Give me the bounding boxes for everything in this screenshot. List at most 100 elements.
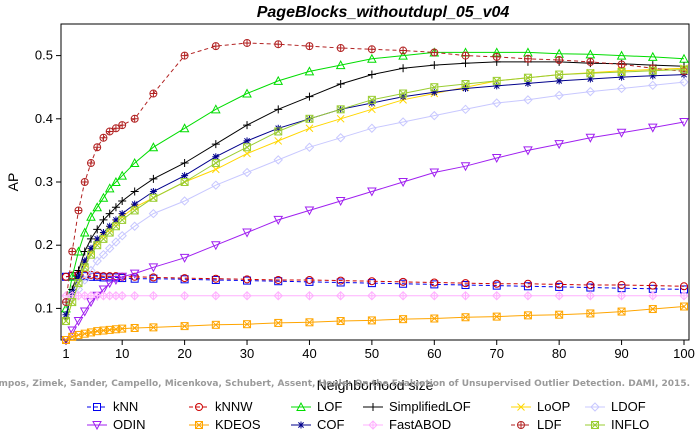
- point-lof: [398, 50, 408, 60]
- point-inflo: [523, 73, 532, 82]
- point-lof: [679, 53, 689, 63]
- series-layer: [61, 38, 689, 346]
- point-kdeos: [523, 311, 532, 320]
- point-ldf: [74, 206, 83, 215]
- legend-label-fastabod: FastABOD: [389, 417, 451, 432]
- point-ldof: [398, 117, 408, 127]
- point-inflo: [461, 80, 470, 89]
- point-lof: [86, 211, 96, 221]
- y-tick-label: 0.4: [35, 111, 53, 126]
- point-lof: [179, 123, 190, 133]
- x-tick-label: 50: [365, 346, 379, 361]
- point-cof: [74, 273, 82, 281]
- point-lof: [335, 60, 346, 70]
- point-ldof: [104, 243, 115, 254]
- point-ldof: [304, 142, 315, 152]
- legend-marker: [195, 403, 203, 411]
- point-ldf: [492, 52, 501, 61]
- point-simplifiedlof: [274, 105, 283, 114]
- point-cof: [618, 73, 626, 81]
- point-fastabod: [148, 291, 159, 301]
- point-cof: [524, 79, 532, 87]
- point-cof: [462, 84, 470, 92]
- point-knn: [555, 282, 564, 291]
- point-ldf: [367, 45, 376, 54]
- point-loop: [336, 114, 345, 123]
- legend-label-ldf: LDF: [537, 417, 562, 432]
- point-cof: [93, 235, 101, 243]
- point-inflo: [68, 298, 77, 307]
- point-inflo: [149, 193, 158, 202]
- point-loop: [368, 105, 376, 114]
- point-fastabod: [398, 291, 408, 301]
- point-inflo: [492, 76, 501, 85]
- point-knn: [523, 282, 532, 291]
- point-lof: [73, 246, 84, 256]
- point-ldf: [461, 51, 470, 60]
- legend-label-loop: LoOP: [537, 399, 570, 414]
- point-kdeos: [430, 314, 439, 323]
- point-loop: [274, 137, 283, 145]
- point-cof: [555, 77, 563, 85]
- point-ldf: [180, 51, 189, 60]
- point-fastabod: [648, 291, 658, 301]
- point-simplifiedlof: [211, 140, 220, 149]
- legend-label-ldof: LDOF: [611, 399, 646, 414]
- point-odin: [98, 285, 109, 295]
- point-odin: [304, 206, 315, 216]
- legend-item-ldf: LDF: [511, 417, 562, 432]
- point-ldof: [242, 167, 252, 178]
- point-odin: [179, 253, 190, 263]
- legend-label-odin: ODIN: [113, 417, 146, 432]
- point-lof: [148, 142, 159, 152]
- point-cof: [430, 88, 438, 96]
- point-simplifiedlof: [367, 70, 376, 79]
- point-odin: [210, 241, 221, 251]
- point-fastabod: [179, 291, 190, 301]
- point-odin: [148, 263, 159, 273]
- point-ldf: [555, 56, 564, 65]
- point-ldof: [117, 231, 127, 241]
- point-lof: [129, 157, 140, 168]
- point-fastabod: [129, 291, 140, 301]
- point-simplifiedlof: [105, 209, 114, 218]
- point-lof: [210, 104, 221, 114]
- point-knnw: [430, 278, 439, 287]
- point-fastabod: [335, 291, 346, 301]
- point-lof: [79, 227, 90, 237]
- point-ldof: [273, 155, 283, 165]
- x-tick-label: 20: [177, 346, 191, 361]
- legend-item-kdeos: KDEOS: [189, 417, 261, 432]
- point-kdeos: [180, 322, 189, 331]
- point-simplifiedlof: [336, 80, 345, 89]
- legend-item-lof: LOF: [291, 399, 342, 414]
- point-inflo: [274, 127, 283, 136]
- point-knnw: [586, 281, 595, 290]
- point-ldof: [335, 133, 346, 143]
- point-ldf: [274, 40, 283, 49]
- point-simplifiedlof: [305, 92, 314, 101]
- legend-label-cof: COF: [317, 417, 345, 432]
- x-axis-label: Neighborhood size: [317, 377, 434, 393]
- point-simplifiedlof: [99, 215, 108, 224]
- point-cof: [181, 172, 189, 180]
- legend-label-inflo: INFLO: [611, 417, 649, 432]
- point-kdeos: [149, 323, 158, 332]
- point-kdeos: [648, 305, 657, 314]
- point-inflo: [86, 250, 95, 259]
- legend-label-knnw: kNNW: [215, 399, 253, 414]
- legend-label-kdeos: KDEOS: [215, 417, 261, 432]
- point-ldf: [99, 133, 108, 142]
- point-cof: [243, 137, 251, 145]
- legend-item-fastabod: FastABOD: [363, 417, 451, 432]
- point-kdeos: [367, 316, 376, 325]
- point-knnw: [149, 273, 158, 282]
- point-simplifiedlof: [430, 61, 439, 70]
- point-kdeos: [243, 320, 252, 329]
- y-tick-label: 0.2: [35, 237, 53, 252]
- legend-item-odin: ODIN: [87, 417, 146, 432]
- chart-title: PageBlocks_withoutdupl_05_v04: [257, 4, 510, 21]
- point-ldof: [429, 110, 440, 121]
- point-cof: [62, 311, 70, 319]
- point-kdeos: [305, 318, 314, 327]
